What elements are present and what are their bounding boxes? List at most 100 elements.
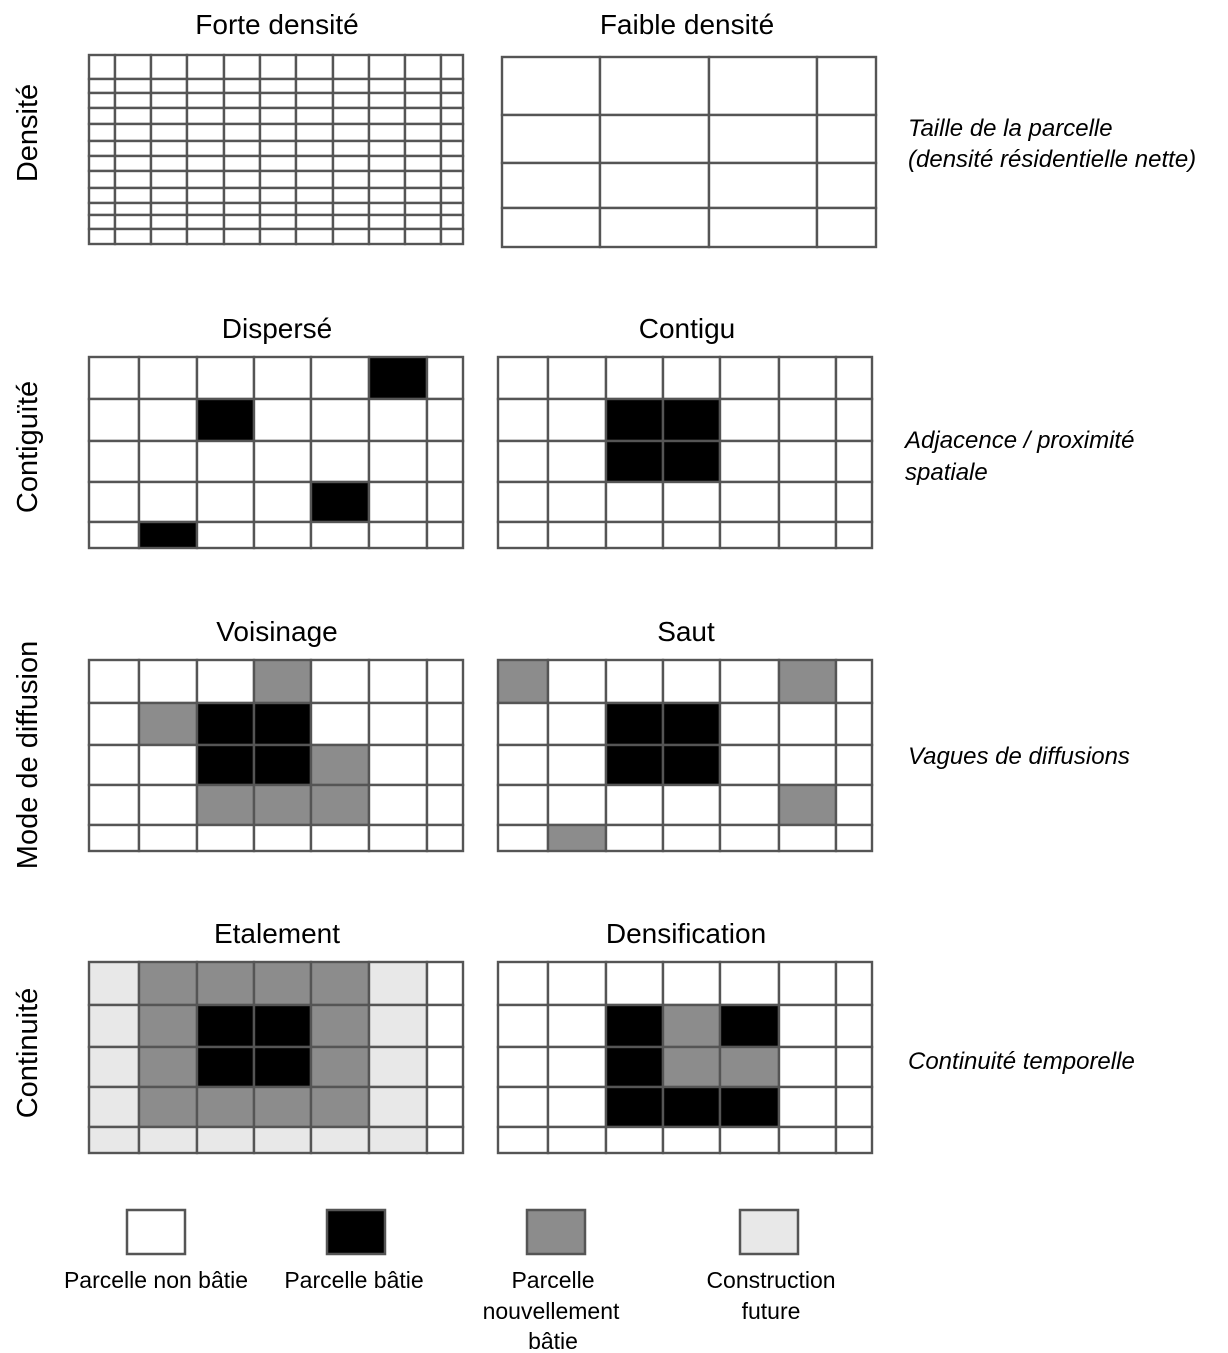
parcel-built xyxy=(195,701,256,747)
parcel-unbuilt xyxy=(87,122,117,143)
parcel-unbuilt xyxy=(777,1125,838,1155)
parcel-newly-built xyxy=(661,1003,722,1049)
parcel-unbuilt xyxy=(309,701,371,747)
parcel-unbuilt xyxy=(425,1085,465,1129)
parcel-unbuilt xyxy=(195,823,256,853)
parcel-unbuilt xyxy=(661,1125,722,1155)
parcel-unbuilt xyxy=(222,122,262,143)
parcel-unbuilt xyxy=(598,206,711,249)
parcel-unbuilt xyxy=(185,77,226,95)
parcel-unbuilt xyxy=(149,91,189,110)
parcel-unbuilt xyxy=(718,520,781,550)
parcel-unbuilt xyxy=(294,227,335,246)
parcel-unbuilt xyxy=(439,122,465,143)
parcel-unbuilt xyxy=(834,658,874,705)
parcel-unbuilt xyxy=(331,213,371,231)
parcel-unbuilt xyxy=(718,658,781,705)
parcel-unbuilt xyxy=(777,1003,838,1049)
parcel-future xyxy=(137,1125,199,1155)
parcel-unbuilt xyxy=(113,53,153,81)
parcel-unbuilt xyxy=(661,355,722,401)
parcel-unbuilt xyxy=(294,139,335,158)
parcel-unbuilt xyxy=(546,355,608,401)
parcel-unbuilt xyxy=(252,439,313,484)
parcel-unbuilt xyxy=(496,439,550,484)
parcel-future xyxy=(367,1003,429,1049)
parcel-unbuilt xyxy=(195,658,256,705)
parcel-unbuilt xyxy=(87,53,117,81)
parcel-future xyxy=(367,960,429,1007)
parcel-unbuilt xyxy=(185,91,226,110)
legend-label-built: Parcelle bâtie xyxy=(284,1267,423,1293)
parcel-unbuilt xyxy=(777,1045,838,1089)
parcel-built xyxy=(195,1045,256,1089)
parcel-unbuilt xyxy=(222,201,262,217)
parcel-unbuilt xyxy=(439,77,465,95)
parcel-unbuilt xyxy=(331,186,371,205)
parcel-unbuilt xyxy=(604,480,665,524)
parcel-unbuilt xyxy=(309,397,371,443)
parcel-unbuilt xyxy=(149,213,189,231)
legend-swatch-future-construction xyxy=(738,1208,800,1256)
parcel-unbuilt xyxy=(500,113,602,165)
parcel-unbuilt xyxy=(113,169,153,190)
parcel-unbuilt xyxy=(367,658,429,705)
parcel-unbuilt xyxy=(425,823,465,853)
parcel-unbuilt xyxy=(546,960,608,1007)
parcel-unbuilt xyxy=(367,186,407,205)
parcel-future xyxy=(367,1045,429,1089)
parcel-unbuilt xyxy=(777,520,838,550)
parcel-unbuilt xyxy=(425,439,465,484)
parcel-unbuilt xyxy=(331,77,371,95)
parcel-unbuilt xyxy=(185,53,226,81)
parcel-unbuilt xyxy=(367,439,429,484)
parcel-unbuilt xyxy=(367,77,407,95)
parcel-newly-built xyxy=(195,960,256,1007)
parcel-unbuilt xyxy=(222,227,262,246)
parcel-unbuilt xyxy=(439,53,465,81)
parcel-unbuilt xyxy=(604,1125,665,1155)
parcel-unbuilt xyxy=(87,743,141,787)
parcel-unbuilt xyxy=(777,1085,838,1129)
parcel-unbuilt xyxy=(834,355,874,401)
parcel-unbuilt xyxy=(834,439,874,484)
parcel-built xyxy=(604,743,665,787)
parcel-newly-built xyxy=(137,1045,199,1089)
parcel-unbuilt xyxy=(258,91,298,110)
parcel-unbuilt xyxy=(439,201,465,217)
parcel-unbuilt xyxy=(598,161,711,210)
parcel-unbuilt xyxy=(149,122,189,143)
parcel-unbuilt xyxy=(403,91,443,110)
parcel-unbuilt xyxy=(425,701,465,747)
parcel-unbuilt xyxy=(777,743,838,787)
legend-label-future-line-2: future xyxy=(742,1298,801,1324)
parcel-unbuilt xyxy=(309,355,371,401)
parcel-unbuilt xyxy=(113,77,153,95)
parcel-unbuilt xyxy=(546,1085,608,1129)
parcel-built xyxy=(604,1003,665,1049)
row-description-continuity: Continuité temporelle xyxy=(908,1048,1135,1075)
parcel-unbuilt xyxy=(718,1125,781,1155)
parcel-unbuilt xyxy=(546,480,608,524)
parcel-unbuilt xyxy=(546,1003,608,1049)
parcel-unbuilt xyxy=(661,960,722,1007)
parcel-future xyxy=(252,1125,313,1155)
parcel-unbuilt xyxy=(718,701,781,747)
parcel-unbuilt xyxy=(309,658,371,705)
row-label-diffusion-mode: Mode de diffusion xyxy=(12,641,44,869)
row-description-diffusion: Vagues de diffusions xyxy=(908,743,1130,770)
parcel-unbuilt xyxy=(367,480,429,524)
parcel-unbuilt xyxy=(222,91,262,110)
parcel-unbuilt xyxy=(113,227,153,246)
row-description-density-line-1: Taille de la parcelle xyxy=(908,115,1113,142)
parcel-unbuilt xyxy=(87,397,141,443)
parcel-newly-built xyxy=(252,1085,313,1129)
parcel-built xyxy=(137,520,199,550)
parcel-unbuilt xyxy=(425,960,465,1007)
parcel-grid-low-density xyxy=(500,55,878,249)
parcel-unbuilt xyxy=(834,1045,874,1089)
parcel-unbuilt xyxy=(834,480,874,524)
parcel-unbuilt xyxy=(403,227,443,246)
parcel-unbuilt xyxy=(87,783,141,827)
